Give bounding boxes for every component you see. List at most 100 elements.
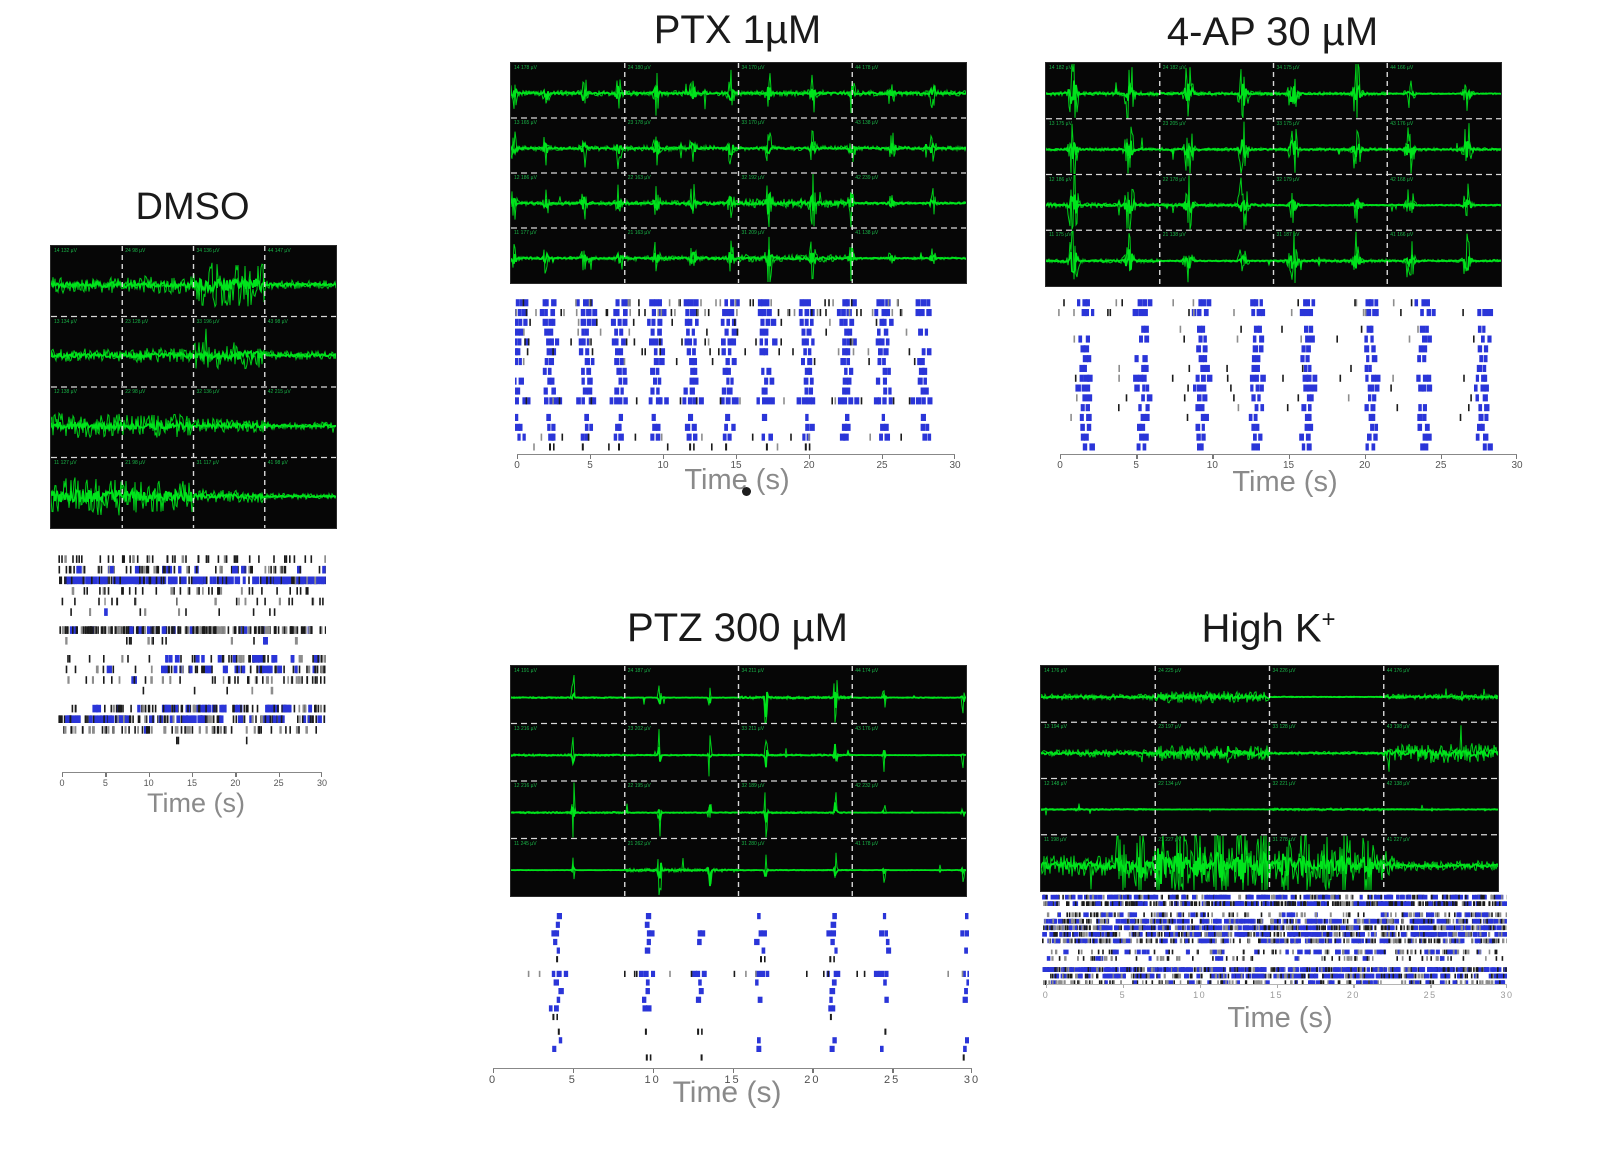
time-axis-label-ptx: Time (s): [684, 464, 790, 496]
axis-tick: [590, 455, 592, 459]
axis-tick-label: 5: [1133, 460, 1139, 471]
axis-tick: [953, 455, 955, 459]
axis-tick-label: 25: [273, 778, 284, 788]
channel-label: 21 262 µV: [627, 840, 651, 847]
axis-tick-label: 15: [1282, 460, 1295, 471]
panel-title-highk-text: High K: [1201, 606, 1322, 651]
axis-tick-label: 25: [876, 460, 888, 471]
axis-tick-label: 25: [1435, 460, 1447, 471]
axis-tick: [192, 773, 194, 777]
axis-tick-label: 20: [1346, 990, 1360, 1000]
axis-tick-label: 20: [1359, 460, 1371, 471]
channel-label: 34 170 µV: [741, 65, 765, 71]
channel-label: 33 211 µV: [741, 725, 765, 732]
channel-label: 34 226 µV: [1272, 668, 1296, 674]
axis-tick-label: 15: [186, 778, 198, 788]
channel-label: 11 127 µV: [54, 459, 77, 466]
channel-label: 44 176 µV: [1386, 668, 1410, 674]
channel-label: 13 194 µV: [1044, 724, 1067, 731]
time-axis-label-ptz: Time (s): [672, 1076, 782, 1109]
axis-tick-label: 0: [488, 1074, 498, 1086]
time-axis-highk: 0 5 10 15 20 25 30: [1042, 984, 1512, 1000]
channel-label: 44 178 µV: [855, 65, 879, 71]
channel-label: 34 136 µV: [196, 248, 220, 254]
axis-tick: [812, 1069, 814, 1073]
axis-tick: [663, 455, 665, 459]
channel-label: 14 176 µV: [1044, 668, 1067, 674]
channel-label: 34 175 µV: [1276, 65, 1300, 71]
axis-tick-label: 0: [1042, 990, 1050, 1000]
mea-trace-row: [51, 477, 336, 516]
channel-label: 12 148 µV: [1044, 780, 1067, 787]
time-axis-dmso: 0 5 10 15 20 25 30: [59, 772, 327, 788]
channel-label: 32 179 µV: [1276, 176, 1300, 183]
channel-label: 13 175 µV: [1049, 120, 1072, 127]
trace-canvas: [511, 63, 966, 283]
channel-label: 22 163 µV: [627, 175, 651, 181]
panel-title-highk: High K+: [1040, 606, 1497, 651]
mea-trace-row: [51, 328, 336, 370]
raster-canvas: [527, 913, 969, 1061]
raster-canvas: [1058, 299, 1494, 451]
axis-tick: [320, 773, 322, 777]
mea-trace-row-core: [511, 743, 966, 768]
axis-tick: [493, 1069, 495, 1073]
axis-tick: [892, 1069, 894, 1073]
axis-tick: [148, 773, 151, 777]
mea-trace-row: [511, 130, 966, 169]
time-axis-label-highk: Time (s): [1227, 1002, 1333, 1034]
axis-tick: [105, 773, 107, 777]
channel-label: 32 136 µV: [196, 389, 220, 395]
axis-tick: [1122, 985, 1125, 988]
mea-trace-row: [1046, 230, 1501, 284]
channel-label: 24 182 µV: [1162, 65, 1186, 71]
mea-trace-row-core: [1041, 806, 1498, 813]
axis-tick-label: 30: [949, 460, 961, 471]
channel-label: 33 196 µV: [196, 318, 220, 325]
axis-tick-label: 5: [587, 460, 593, 471]
axis-tick-label: 10: [644, 1074, 661, 1086]
channel-label: 13 216 µV: [514, 725, 537, 732]
channel-label: 12 186 µV: [1049, 176, 1072, 183]
time-axis-4ap: 0 5 10 15 20 25 30: [1057, 454, 1523, 471]
axis-tick-label: 0: [514, 460, 520, 471]
axis-tick: [736, 455, 738, 459]
channel-label: 11 175 µV: [1049, 232, 1072, 239]
channel-label: 43 98 µV: [267, 318, 288, 325]
channel-label: 31 278 µV: [1272, 836, 1296, 843]
axis-tick: [1364, 455, 1367, 459]
channel-label: 33 170 µV: [741, 120, 765, 126]
trace-canvas: [1046, 63, 1501, 286]
time-axis-ptz: 0 5 10 15 20 25 30: [489, 1068, 978, 1086]
channel-label: 23 178 µV: [627, 120, 651, 126]
raster-canvas: [1042, 894, 1507, 985]
axis-tick: [1276, 985, 1278, 988]
channel-label: 14 178 µV: [514, 65, 537, 71]
channel-label: 12 186 µV: [514, 175, 537, 181]
mea-trace-row-core: [511, 191, 966, 215]
channel-label: 42 239 µV: [855, 175, 879, 181]
channel-label: 21 98 µV: [125, 459, 146, 466]
panel-title-highk-sup: +: [1321, 606, 1336, 633]
channel-label: 23 202 µV: [627, 725, 651, 732]
channel-label: 22 134 µV: [1158, 780, 1182, 787]
axis-tick-label: 25: [1423, 990, 1437, 1000]
panel-title-ptz: PTZ 300 µM: [627, 606, 848, 650]
axis-tick: [517, 455, 519, 459]
axis-tick: [882, 455, 884, 459]
time-axis-label-4ap: Time (s): [1232, 466, 1338, 498]
mea-trace-row-core: [511, 862, 966, 887]
channel-label: 24 98 µV: [125, 248, 146, 254]
channel-label: 21 138 µV: [1162, 232, 1186, 239]
channel-label: 23 197 µV: [1158, 724, 1182, 731]
channel-label: 44 174 µV: [855, 668, 879, 674]
trace-canvas: [1041, 666, 1498, 891]
channel-label: 11 198 µV: [1044, 836, 1067, 843]
channel-label: 24 225 µV: [1158, 668, 1182, 674]
time-axis-ptx: 0 5 10 15 20 25 30: [514, 454, 961, 471]
mea-trace-grid-ptx: 14 178 µV 24 180 µV 34 170 µV 44 178 µV 13 1…: [510, 62, 967, 284]
channel-label: 44 166 µV: [1390, 65, 1414, 71]
axis-tick-label: 30: [1511, 460, 1523, 471]
channel-label: 32 189 µV: [741, 783, 765, 789]
channel-label: 11 177 µV: [514, 230, 537, 236]
